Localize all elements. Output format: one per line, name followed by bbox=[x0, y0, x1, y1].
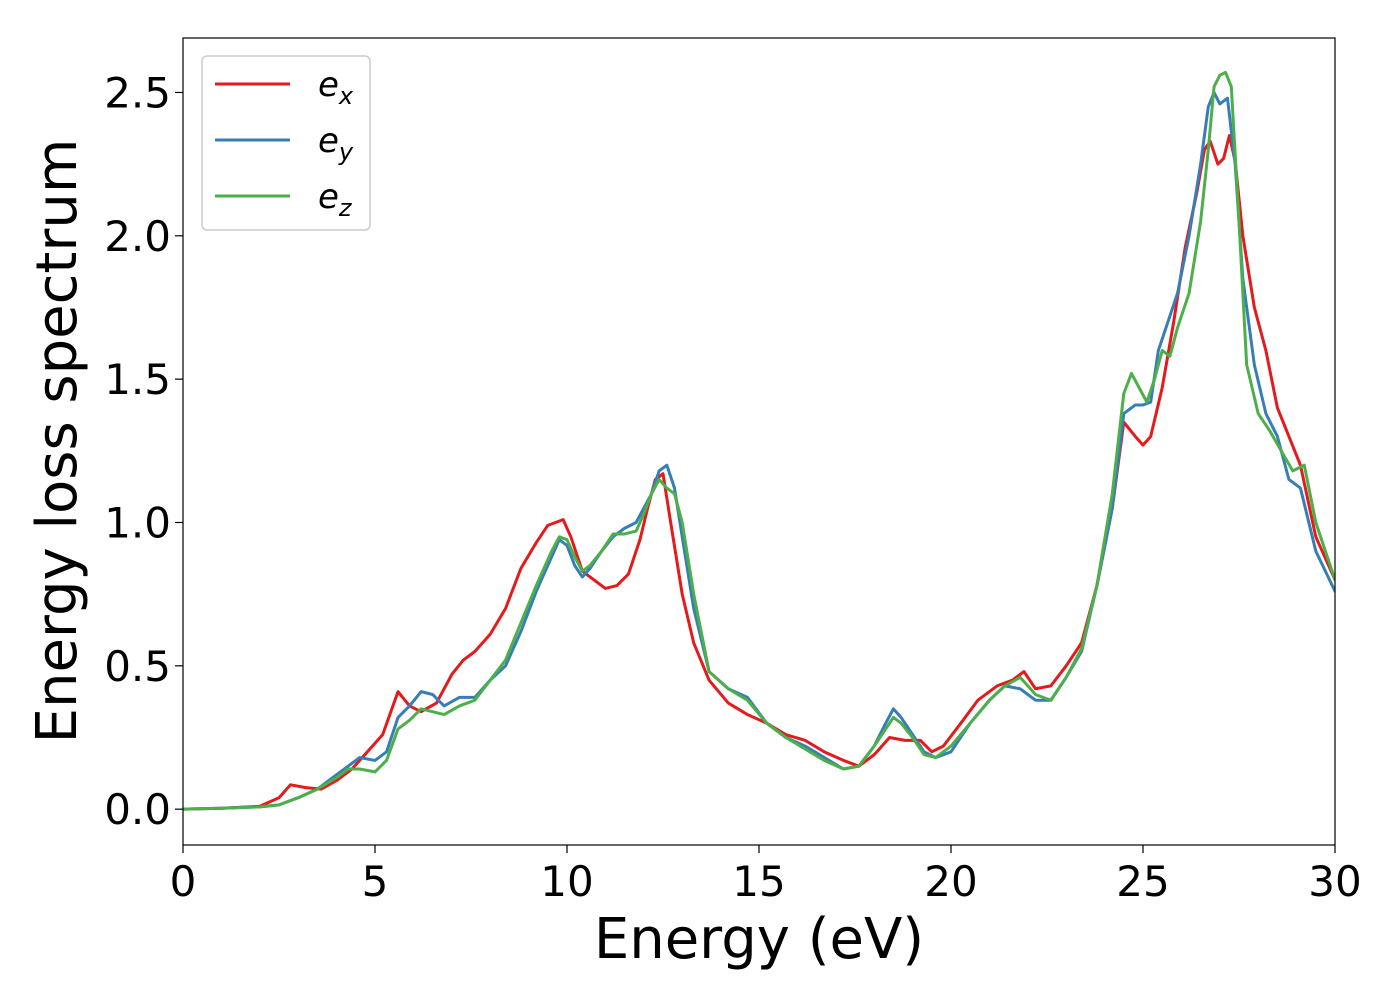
x-tick-label: 30 bbox=[1308, 857, 1361, 906]
y-tick-label: 0.0 bbox=[104, 785, 171, 834]
y-axis-label: Energy loss spectrum bbox=[25, 139, 90, 744]
series-line-z bbox=[183, 70, 1335, 811]
series-line-y bbox=[183, 90, 1335, 811]
x-tick-label: 25 bbox=[1116, 857, 1169, 906]
series-line-x bbox=[183, 133, 1335, 811]
x-tick-label: 20 bbox=[924, 857, 977, 906]
y-tick-label: 1.5 bbox=[104, 355, 171, 404]
x-axis-label: Energy (eV) bbox=[594, 907, 924, 972]
y-tick-label: 2.5 bbox=[104, 68, 171, 117]
y-tick-label: 0.5 bbox=[104, 642, 171, 691]
legend: ex ey ez bbox=[201, 55, 371, 231]
legend-box bbox=[201, 55, 371, 231]
legend-label-z: ez bbox=[318, 177, 353, 222]
axes: 0 5 10 15 20 25 30 0.0 0.5 1.0 1.5 2.0 2.5 bbox=[104, 37, 1362, 906]
plot-area bbox=[183, 70, 1335, 811]
x-tick-label: 5 bbox=[362, 857, 389, 906]
legend-label-x: ex bbox=[318, 65, 354, 110]
legend-label-y: ey bbox=[318, 121, 354, 166]
x-tick-label: 10 bbox=[540, 857, 593, 906]
y-tick-label: 1.0 bbox=[104, 498, 171, 547]
x-tick-label: 15 bbox=[732, 857, 785, 906]
y-tick-label: 2.0 bbox=[104, 212, 171, 261]
x-tick-label: 0 bbox=[170, 857, 197, 906]
